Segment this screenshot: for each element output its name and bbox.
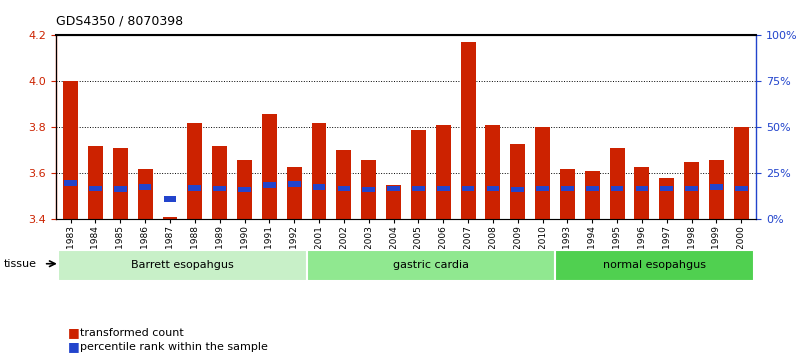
Bar <box>735 185 747 191</box>
Text: ■: ■ <box>68 326 80 339</box>
Text: tissue: tissue <box>4 259 37 269</box>
Bar <box>486 125 501 219</box>
Bar <box>659 178 674 219</box>
Bar <box>585 171 599 219</box>
Bar <box>113 148 127 219</box>
Bar <box>685 185 698 191</box>
Bar <box>610 148 625 219</box>
Bar <box>238 187 251 193</box>
Bar <box>437 185 450 191</box>
Text: normal esopahgus: normal esopahgus <box>603 261 706 270</box>
Bar <box>338 185 350 191</box>
Bar <box>635 185 648 191</box>
Bar <box>461 42 475 219</box>
Bar <box>710 184 723 190</box>
Bar <box>362 187 375 193</box>
Bar <box>709 160 724 219</box>
Bar <box>386 185 401 219</box>
Bar <box>412 185 425 191</box>
Bar <box>337 150 351 219</box>
Bar <box>138 169 153 219</box>
Bar <box>164 196 177 202</box>
Bar <box>411 130 426 219</box>
Bar <box>139 184 151 190</box>
Bar <box>462 185 474 191</box>
Bar <box>510 143 525 219</box>
Text: GDS4350 / 8070398: GDS4350 / 8070398 <box>56 14 183 27</box>
Bar <box>237 160 252 219</box>
Bar <box>661 185 673 191</box>
Bar <box>313 184 326 190</box>
Bar <box>561 185 574 191</box>
Bar <box>537 185 549 191</box>
Bar <box>685 162 699 219</box>
Bar <box>262 114 277 219</box>
Bar <box>89 185 102 191</box>
Text: gastric cardia: gastric cardia <box>392 261 469 270</box>
Text: percentile rank within the sample: percentile rank within the sample <box>80 342 267 352</box>
Bar <box>88 146 103 219</box>
Bar <box>486 185 499 191</box>
Bar <box>634 166 650 219</box>
Bar <box>114 186 127 192</box>
Text: Barrett esopahgus: Barrett esopahgus <box>131 261 234 270</box>
Bar <box>213 185 226 191</box>
Bar <box>162 217 178 219</box>
Bar <box>187 123 202 219</box>
FancyBboxPatch shape <box>306 250 555 281</box>
Bar <box>586 185 599 191</box>
Bar <box>64 180 77 186</box>
Bar <box>511 187 524 193</box>
Bar <box>263 182 275 188</box>
FancyBboxPatch shape <box>58 250 306 281</box>
Bar <box>435 125 451 219</box>
Bar <box>734 127 749 219</box>
Bar <box>361 160 377 219</box>
Bar <box>311 123 326 219</box>
Bar <box>288 181 301 187</box>
Bar <box>387 185 400 191</box>
Text: transformed count: transformed count <box>80 328 183 338</box>
Bar <box>213 146 227 219</box>
Bar <box>535 127 550 219</box>
Bar <box>189 185 201 191</box>
Bar <box>611 185 623 191</box>
Bar <box>560 169 575 219</box>
Bar <box>63 81 78 219</box>
FancyBboxPatch shape <box>555 250 754 281</box>
Text: ■: ■ <box>68 341 80 353</box>
Bar <box>287 166 302 219</box>
